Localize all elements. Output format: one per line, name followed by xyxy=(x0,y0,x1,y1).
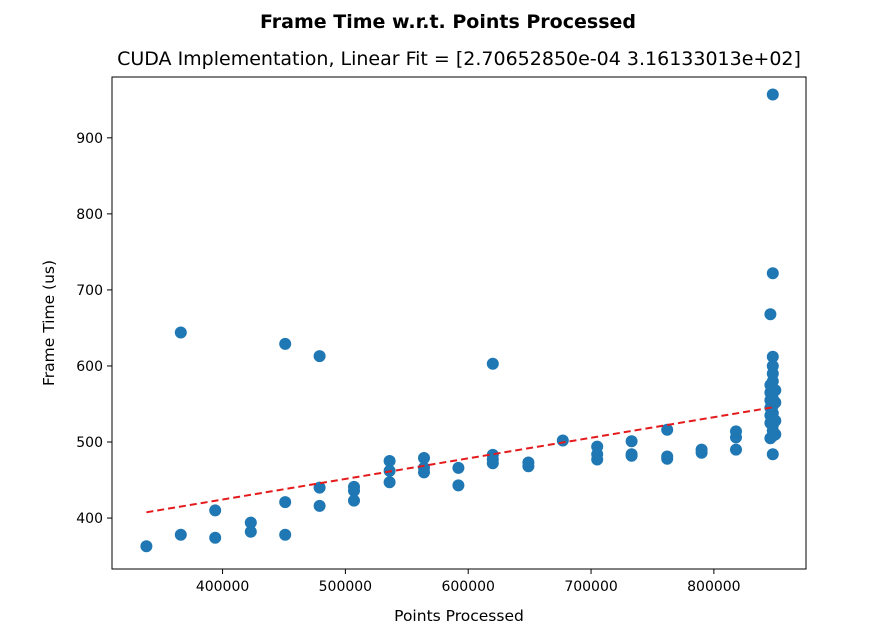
data-point xyxy=(661,423,674,436)
data-point xyxy=(279,528,292,541)
data-point xyxy=(486,448,499,461)
data-point xyxy=(730,443,742,456)
x-tick-label: 800000 xyxy=(687,579,740,595)
data-point xyxy=(244,516,257,529)
y-tick-label: 900 xyxy=(76,131,103,147)
y-tick-label: 800 xyxy=(76,207,103,223)
data-point xyxy=(313,499,326,512)
data-point xyxy=(244,525,257,538)
data-point xyxy=(348,480,360,493)
data-point xyxy=(209,504,222,517)
data-point xyxy=(383,455,396,467)
data-point xyxy=(209,531,222,544)
data-point xyxy=(418,461,430,474)
data-point xyxy=(625,448,638,461)
y-tick-label: 600 xyxy=(76,359,103,375)
axes-frame xyxy=(111,76,807,570)
data-point xyxy=(766,448,779,461)
data-point xyxy=(313,481,326,494)
data-point xyxy=(418,452,430,464)
x-tick-label: 600000 xyxy=(441,579,494,595)
data-point xyxy=(486,357,499,370)
linear-fit-line xyxy=(146,406,773,514)
y-tick-label: 500 xyxy=(76,435,103,451)
data-point xyxy=(174,326,187,339)
data-point xyxy=(452,461,465,474)
data-point xyxy=(140,540,153,553)
x-tick-label: 500000 xyxy=(319,579,372,595)
y-axis-label: Frame Time (us) xyxy=(40,260,58,386)
data-point xyxy=(766,267,779,280)
data-point xyxy=(766,360,779,372)
data-point xyxy=(661,450,674,463)
data-point xyxy=(695,443,708,456)
data-point xyxy=(279,337,292,350)
data-point xyxy=(730,425,742,438)
chart-suptitle: Frame Time w.r.t. Points Processed xyxy=(260,11,636,33)
data-point xyxy=(313,350,326,363)
data-point xyxy=(625,435,638,448)
y-tick-label: 400 xyxy=(76,511,103,527)
data-point xyxy=(279,496,292,509)
data-point xyxy=(764,308,777,321)
x-axis-label: Points Processed xyxy=(394,607,524,625)
data-point xyxy=(769,428,782,441)
x-axis: 400000 500000 600000 700000 800000 xyxy=(196,569,741,595)
data-point xyxy=(766,88,779,101)
data-point xyxy=(348,494,360,507)
data-point xyxy=(174,528,187,541)
data-point xyxy=(591,440,604,453)
y-tick-label: 700 xyxy=(76,283,103,299)
data-point xyxy=(383,476,396,489)
data-point xyxy=(556,434,569,447)
data-point xyxy=(769,396,782,409)
data-point xyxy=(769,384,782,397)
data-point xyxy=(766,350,779,363)
data-point xyxy=(769,414,782,427)
x-tick-label: 700000 xyxy=(564,579,617,595)
x-tick-label: 400000 xyxy=(196,579,249,595)
y-axis: 400 500 600 700 800 900 xyxy=(76,131,112,527)
plot-area xyxy=(140,88,782,553)
chart-title: CUDA Implementation, Linear Fit = [2.706… xyxy=(117,48,801,70)
data-point xyxy=(522,456,535,469)
data-point xyxy=(452,479,465,492)
